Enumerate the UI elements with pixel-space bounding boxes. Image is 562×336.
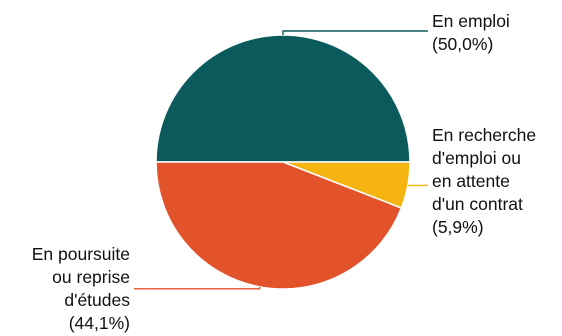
slice-labels: En emploi (50,0%) En recherche d'emploi ou e… xyxy=(32,11,536,333)
slice-label-line: en attente xyxy=(432,171,510,191)
slice-label-2: En recherche d'emploi ou en attente d'un co… xyxy=(432,125,536,237)
slice-label-line: En poursuite xyxy=(32,244,130,264)
slice-label-1: En emploi (50,0%) xyxy=(432,11,510,54)
slice-label-line: ou reprise xyxy=(52,267,130,287)
pie-slice-1 xyxy=(155,34,411,163)
leader-lines xyxy=(134,30,428,290)
leader-line-1 xyxy=(282,30,428,35)
slice-label-line: (50,0%) xyxy=(432,34,493,54)
slice-label-line: d'études xyxy=(64,290,130,310)
slice-label-line: En recherche xyxy=(432,125,536,145)
slice-label-line: d'un contrat xyxy=(432,194,523,214)
slice-label-line: En emploi xyxy=(432,11,510,31)
slice-label-3: En poursuite ou reprise d'études (44,1%) xyxy=(32,244,131,333)
slice-label-line: (5,9%) xyxy=(432,217,484,237)
leader-line-3 xyxy=(134,286,261,290)
pie-slice-3 xyxy=(155,161,403,290)
pie-slices xyxy=(155,34,411,290)
slice-label-line: (44,1%) xyxy=(69,313,130,333)
slice-label-line: d'emploi ou xyxy=(432,148,521,168)
